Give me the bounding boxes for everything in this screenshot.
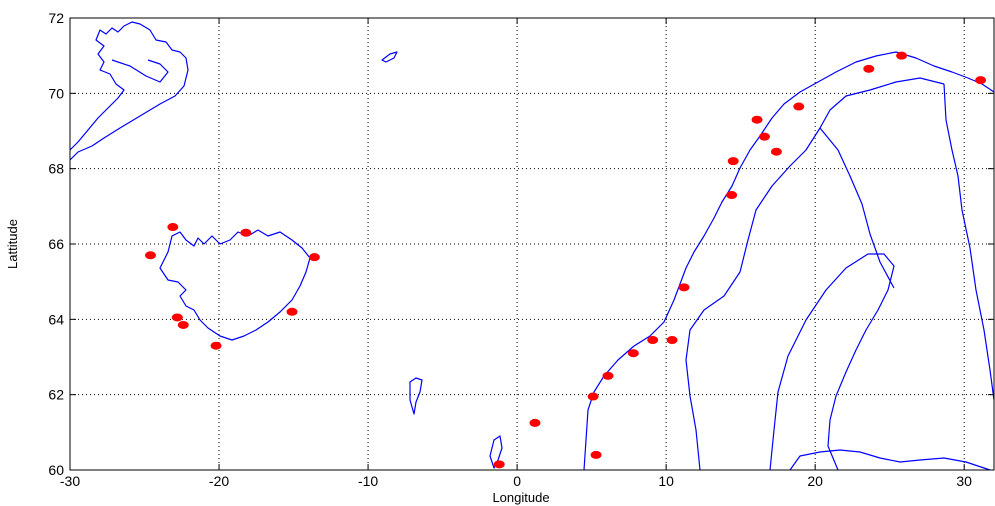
station-point xyxy=(678,283,690,292)
plot-frame xyxy=(69,17,995,471)
shetland-islands xyxy=(489,435,503,469)
y-tick-label: 62 xyxy=(48,387,64,403)
station-point xyxy=(240,228,252,237)
finland-russia-border xyxy=(943,83,995,401)
y-tick-label: 72 xyxy=(48,10,64,26)
x-tick-label: -30 xyxy=(60,473,80,489)
station-point xyxy=(758,132,770,141)
y-tick-label: 70 xyxy=(48,85,64,101)
station-point xyxy=(863,64,875,73)
y-tick-label: 64 xyxy=(48,311,64,327)
y-tick-label: 66 xyxy=(48,236,64,252)
station-point xyxy=(751,115,763,124)
sweden-finland-border xyxy=(819,127,895,289)
x-tick-label: 0 xyxy=(513,473,521,489)
faroe-islands xyxy=(409,377,423,415)
greenland-fjord xyxy=(111,59,169,83)
station-point xyxy=(210,341,222,350)
finland-south-coast xyxy=(789,449,991,471)
x-tick-label: 30 xyxy=(956,473,972,489)
station-point xyxy=(493,460,505,469)
x-tick-label: -20 xyxy=(209,473,229,489)
station-point xyxy=(144,251,156,260)
station-point xyxy=(308,253,320,262)
x-tick-label: -10 xyxy=(358,473,378,489)
norway-coastline xyxy=(583,51,995,471)
station-point xyxy=(727,157,739,166)
station-point xyxy=(627,349,639,358)
grid-lines xyxy=(70,18,994,470)
station-point xyxy=(529,418,541,427)
station-point xyxy=(726,191,738,200)
station-points xyxy=(144,51,987,469)
greenland-coastline xyxy=(69,21,189,161)
station-point xyxy=(896,51,908,60)
norway-sweden-border xyxy=(685,77,945,471)
station-point xyxy=(286,307,298,316)
station-point xyxy=(602,371,614,380)
x-axis-label: Longitude xyxy=(492,490,549,505)
station-point xyxy=(770,147,782,156)
station-point xyxy=(793,102,805,111)
jan-mayen xyxy=(381,51,398,63)
x-tick-label: 20 xyxy=(807,473,823,489)
plot-axes: -30 -20 -10 0 10 20 30 60 62 64 66 68 70 72 xyxy=(48,10,995,489)
gulf-of-bothnia xyxy=(769,253,895,471)
x-tick-label: 10 xyxy=(658,473,674,489)
station-point xyxy=(171,313,183,322)
y-tick-label: 60 xyxy=(48,462,64,478)
station-point xyxy=(975,76,987,85)
coastline-layer xyxy=(69,21,995,471)
station-point xyxy=(167,223,179,232)
station-point xyxy=(590,450,602,459)
station-point xyxy=(587,392,599,401)
y-tick-label: 68 xyxy=(48,161,64,177)
y-axis-label: Lattitude xyxy=(5,219,20,269)
station-point xyxy=(647,336,659,345)
station-point xyxy=(177,320,189,329)
station-point xyxy=(666,336,678,345)
